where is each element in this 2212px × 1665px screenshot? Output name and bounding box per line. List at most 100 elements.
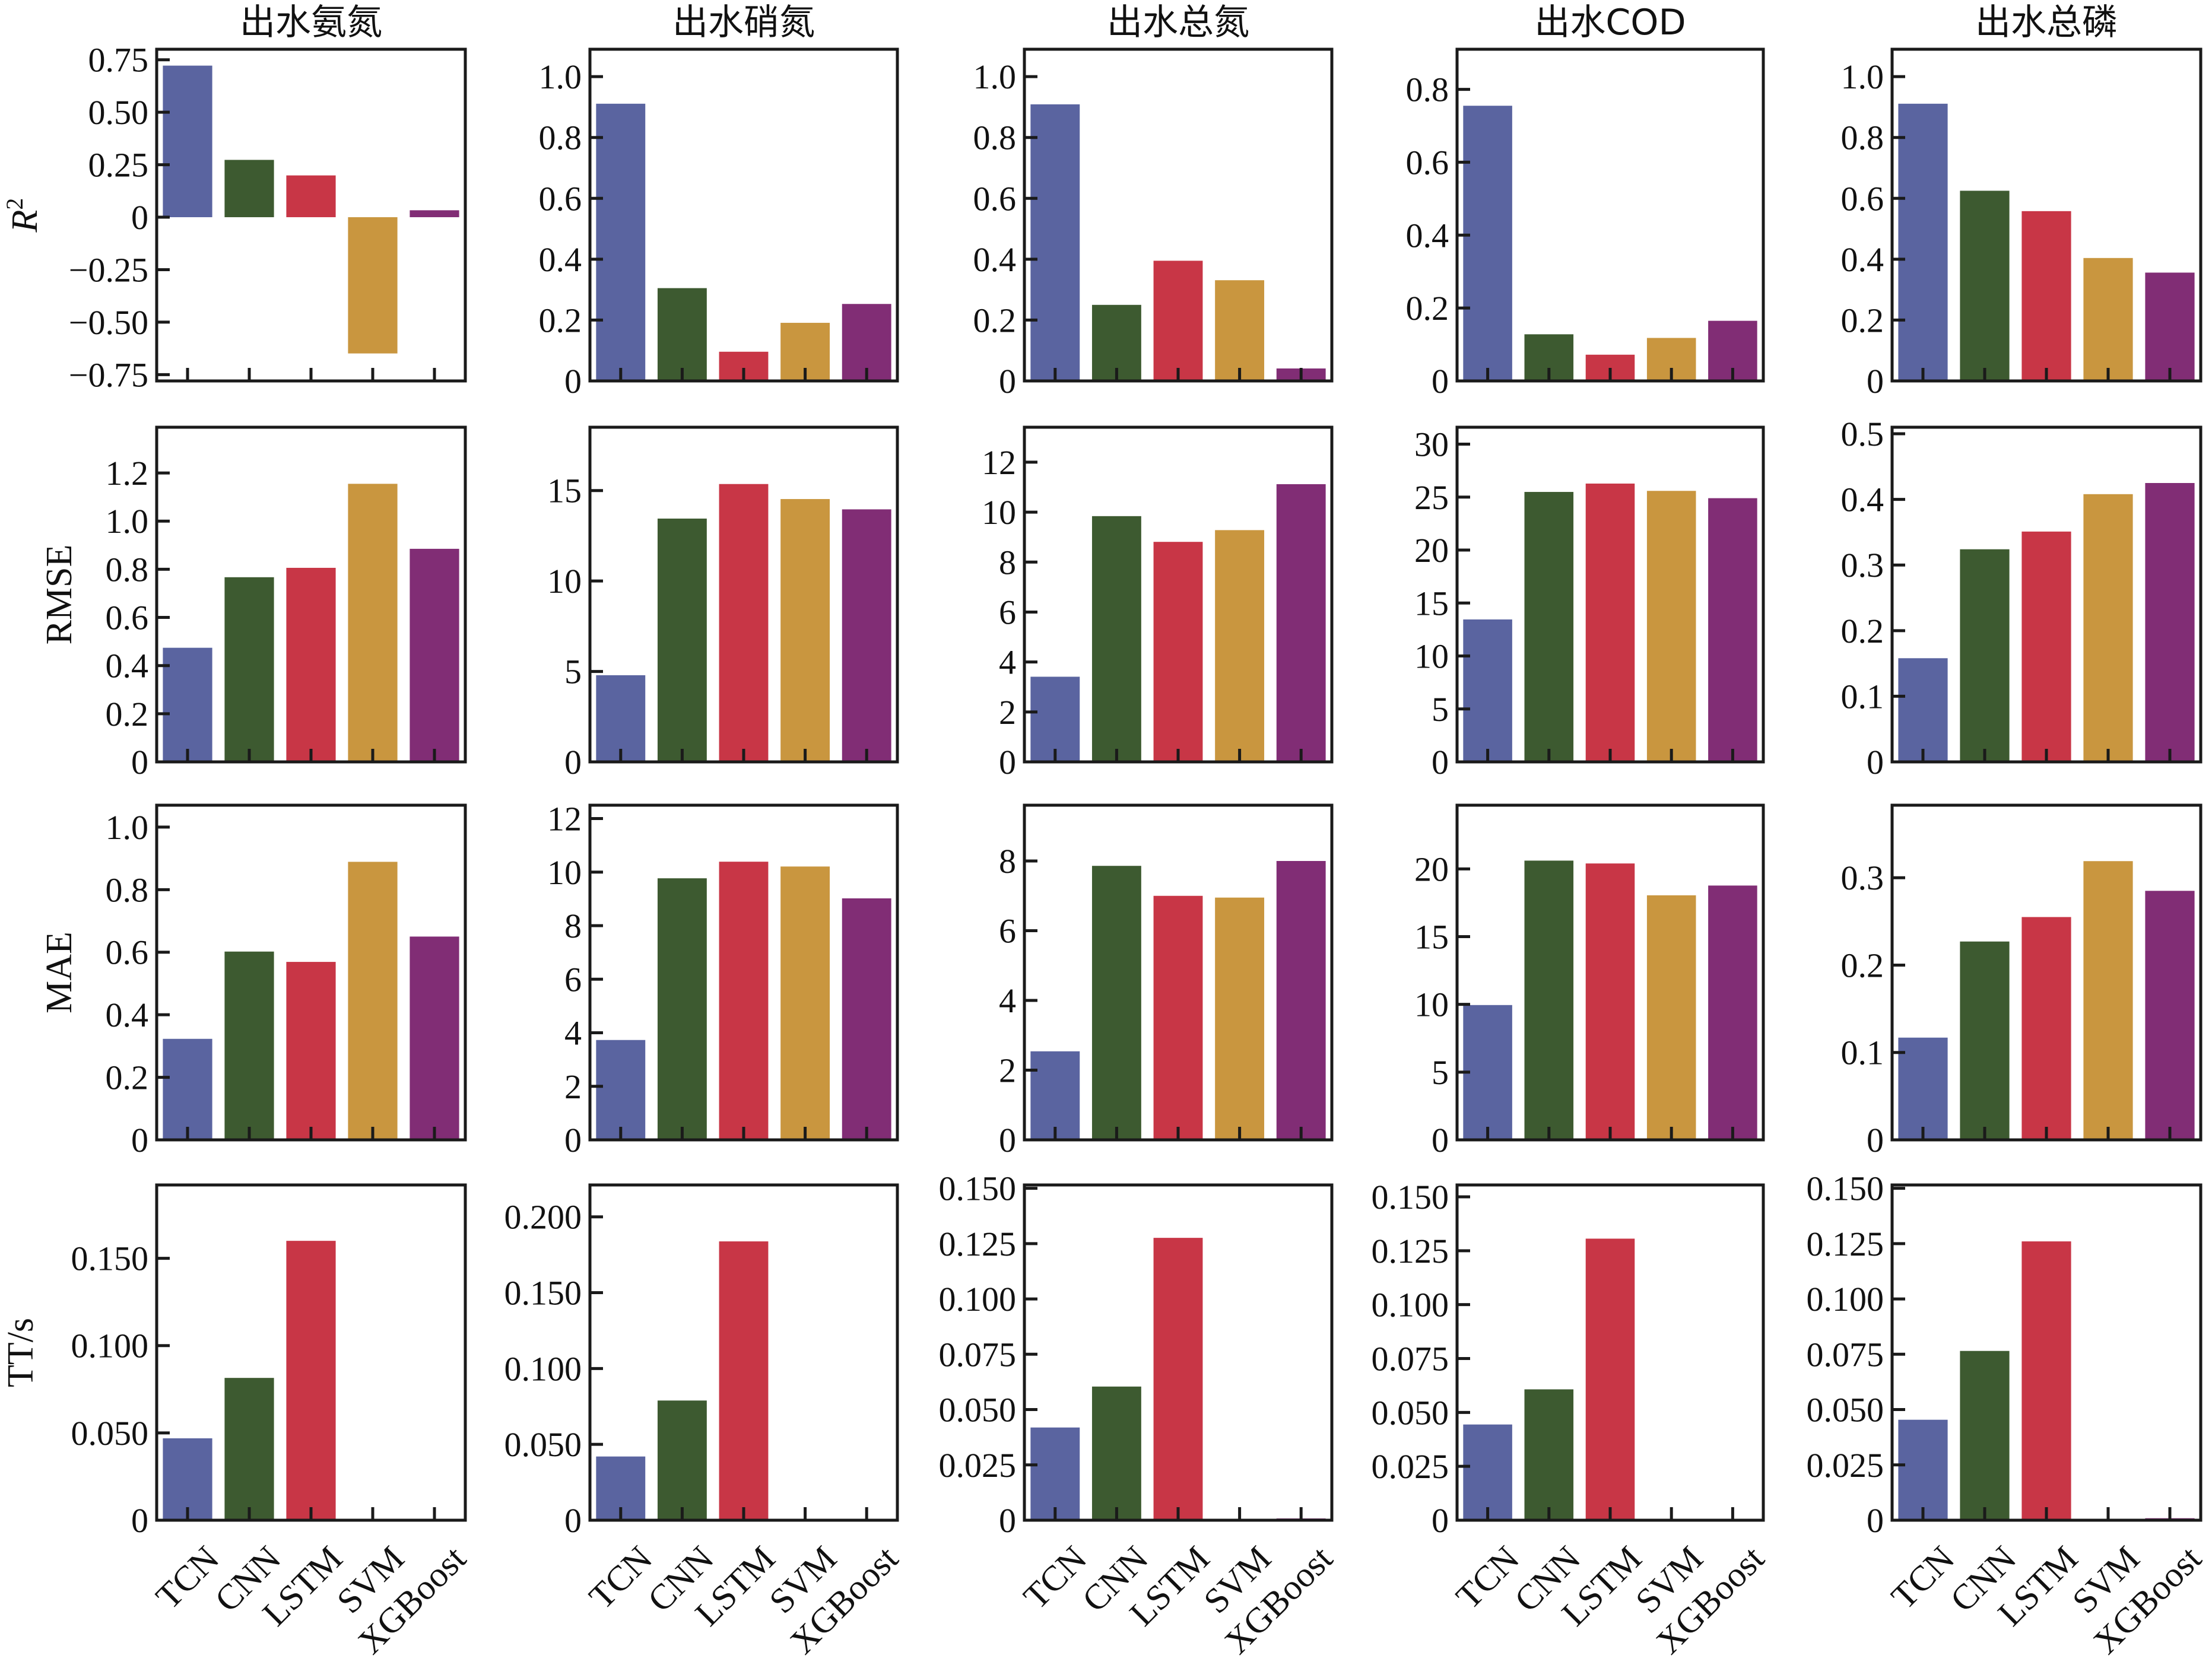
y-tick-label: 0.6	[106, 599, 149, 637]
y-tick-label: 20	[1414, 531, 1449, 570]
y-tick-label: 0.3	[1841, 859, 1884, 897]
y-tick-label: 8	[999, 842, 1016, 881]
bar-cnn	[1960, 190, 2010, 381]
bar-svm	[1215, 897, 1265, 1140]
bar-lstm	[2021, 917, 2071, 1140]
y-tick-label: 0.50	[88, 93, 149, 132]
y-tick-label: 4	[564, 1014, 582, 1053]
y-tick-label: 0.4	[1406, 216, 1449, 255]
panel-mae-0: 0 0.2 0.4 0.6 0.8 1.0	[106, 803, 467, 1159]
y-tick-label: 15	[1414, 917, 1449, 956]
y-tick-label: 0	[564, 1121, 582, 1159]
bar-lstm	[719, 862, 769, 1140]
y-tick-label: 0.8	[539, 119, 582, 157]
y-tick-label: 0.150	[939, 1170, 1017, 1208]
x-category-label: TCN	[582, 1539, 660, 1617]
bar-cnn	[657, 878, 707, 1140]
y-tick-label: 0.050	[1807, 1391, 1884, 1429]
y-tick-label: 15	[547, 472, 582, 510]
y-tick-label: 4	[999, 981, 1016, 1020]
bar-lstm	[1585, 483, 1635, 762]
y-tick-label: 0.6	[1406, 143, 1449, 182]
bar-svm	[780, 866, 830, 1140]
bar-tcn	[596, 675, 646, 762]
y-tick-label: 0.100	[1372, 1286, 1449, 1324]
panel-rmse-1: 0 5 10 15	[547, 425, 899, 781]
y-tick-label: 2	[999, 693, 1016, 732]
x-category-label: TCN	[148, 1539, 227, 1617]
bar-tcn	[1463, 1424, 1512, 1520]
y-tick-label: 8	[999, 543, 1016, 582]
bar-xgboost	[1708, 885, 1757, 1140]
bar-tcn	[596, 1040, 646, 1140]
y-tick-label: 5	[564, 653, 582, 691]
y-tick-label: 0.8	[1406, 71, 1449, 109]
bar-tcn	[596, 103, 646, 382]
y-tick-label: 0.150	[504, 1274, 582, 1313]
row-label-rmse: RMSE	[39, 545, 80, 645]
bar-cnn	[1960, 941, 2010, 1140]
bar-svm	[348, 862, 398, 1140]
y-tick-label: 0.1	[1841, 1034, 1884, 1072]
bar-svm	[348, 217, 398, 354]
y-tick-label: 5	[1432, 1053, 1449, 1092]
panel-r2-4: 0 0.2 0.4 0.6 0.8 1.0	[1841, 47, 2203, 401]
y-tick-label: 0.050	[1372, 1393, 1449, 1432]
y-tick-label: 0.2	[1841, 946, 1884, 984]
bar-svm	[2083, 258, 2133, 381]
y-tick-label: 0	[1432, 1121, 1449, 1159]
bar-tcn	[1030, 104, 1080, 381]
y-tick-label: 0	[564, 743, 582, 781]
panel-tt-4: 0 0.025 0.050 0.075 0.100 0.125 0.150	[1807, 1170, 2203, 1540]
bar-lstm	[286, 1241, 336, 1520]
y-tick-label: 0.2	[106, 1059, 149, 1097]
panel-rmse-4: 0 0.1 0.2 0.3 0.4 0.5	[1841, 415, 2203, 781]
y-tick-label: 0.8	[1841, 119, 1884, 157]
bar-tcn	[1463, 106, 1512, 381]
panel-tt-0: 0 0.050 0.100 0.150	[71, 1183, 467, 1540]
bar-svm	[1646, 895, 1696, 1140]
bar-cnn	[1960, 1351, 2010, 1520]
y-tick-label: 0.075	[1372, 1339, 1449, 1378]
y-tick-label: 6	[999, 912, 1016, 951]
y-tick-label: 0.125	[939, 1225, 1017, 1263]
y-tick-label: 12	[547, 800, 582, 838]
bar-cnn	[224, 160, 274, 218]
bar-lstm	[1585, 863, 1635, 1140]
y-tick-label: 6	[999, 593, 1016, 631]
bar-lstm	[286, 962, 336, 1140]
panel-mae-3: 0 5 10 15 20	[1414, 803, 1765, 1159]
panels: −0.75−0.50−0.2500.250.500.7500.20.40.60.…	[69, 41, 2203, 1540]
bar-xgboost	[410, 936, 459, 1140]
bar-cnn	[1960, 549, 2010, 762]
bar-tcn	[1463, 1005, 1512, 1140]
y-tick-label: 0.4	[973, 240, 1017, 279]
y-tick-label: 0.75	[88, 41, 149, 80]
y-tick-label: 0.025	[1372, 1447, 1449, 1486]
bar-tcn	[1463, 619, 1512, 762]
y-tick-label: 0.075	[939, 1335, 1017, 1374]
bar-xgboost	[2145, 483, 2195, 762]
y-tick-label: 0.4	[106, 647, 149, 685]
bar-lstm	[2021, 211, 2071, 381]
y-tick-label: 0.4	[1841, 481, 1884, 519]
bar-xgboost	[1276, 484, 1326, 762]
y-tick-label: 0.025	[1807, 1446, 1884, 1485]
y-tick-label: 10	[1414, 637, 1449, 676]
y-tick-label: 0.3	[1841, 546, 1884, 584]
y-tick-label: 0.100	[1807, 1280, 1884, 1318]
y-tick-label: 0	[999, 743, 1016, 781]
bar-tcn	[163, 647, 212, 762]
y-tick-label: 2	[564, 1067, 582, 1106]
y-tick-label: 0	[1867, 743, 1884, 781]
y-tick-label: 0.100	[939, 1280, 1017, 1318]
y-tick-label: 4	[999, 643, 1016, 682]
y-tick-label: 15	[1414, 584, 1449, 622]
y-tick-label: 0.2	[973, 301, 1017, 339]
row-labels: R2 RMSE MAE TT/s	[1, 198, 80, 1387]
y-tick-label: 0	[564, 362, 582, 401]
bar-xgboost	[410, 548, 459, 762]
panel-mae-2: 0 2 4 6 8	[999, 803, 1334, 1159]
bar-cnn	[657, 1400, 707, 1520]
column-title: 出水氨氮	[240, 2, 382, 43]
